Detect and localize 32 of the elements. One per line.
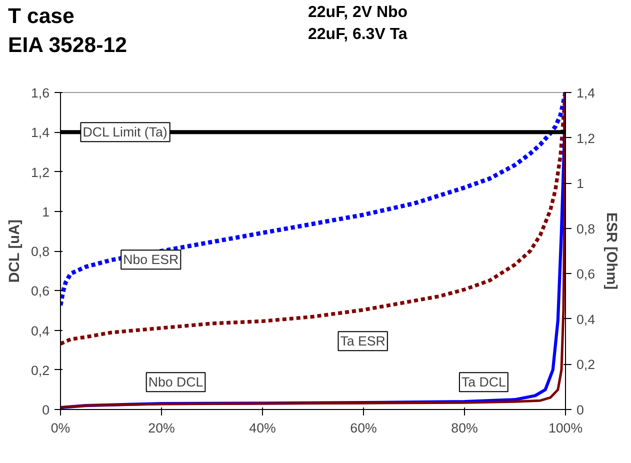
x-tick-label: 100% (548, 420, 583, 436)
y2-tick-label: 0,4 (576, 312, 596, 327)
series-label: Nbo ESR (123, 252, 179, 268)
x-tick-label: 80% (451, 420, 478, 436)
y-tick-label: 1,2 (30, 164, 50, 180)
y-tick-label: 0,6 (30, 284, 50, 299)
y2-tick-label: 1,2 (576, 130, 596, 146)
y-tick-label: 0 (42, 402, 50, 418)
y2-tick-label: 0,2 (576, 357, 596, 372)
y-tick-label: 1 (42, 204, 50, 220)
y2-tick-label: 0 (576, 402, 584, 418)
chart-title: T case EIA 3528-12 (8, 3, 127, 59)
x-tick-label: 20% (148, 420, 175, 436)
x-tick-label: 60% (350, 420, 377, 436)
y2-tick-label: 1,4 (576, 86, 596, 100)
series-label: Nbo DCL (148, 374, 204, 390)
y-tick-label: 1,4 (30, 125, 50, 140)
chart-subtitle: 22uF, 2V Nbo 22uF, 6.3V Ta (308, 3, 408, 45)
x-tick-label: 40% (249, 420, 276, 436)
y2-tick-label: 0,6 (576, 266, 596, 282)
y2-tick-label: 0,8 (576, 221, 596, 236)
y-tick-label: 0,4 (30, 323, 50, 338)
x-tick-label: 0% (50, 420, 70, 436)
series-label: Ta ESR (340, 334, 386, 349)
y-tick-label: 1,6 (30, 86, 50, 100)
y2-axis-title: ESR [Ohm] (603, 212, 620, 290)
y2-tick-label: 1 (576, 176, 584, 192)
series-label: Ta DCL (461, 374, 506, 390)
y-axis-title: DCL [uA] (6, 219, 23, 283)
y-tick-label: 0,2 (30, 362, 50, 378)
y-tick-label: 0,8 (30, 244, 50, 259)
ref-line-label: DCL Limit (Ta) (82, 124, 168, 140)
